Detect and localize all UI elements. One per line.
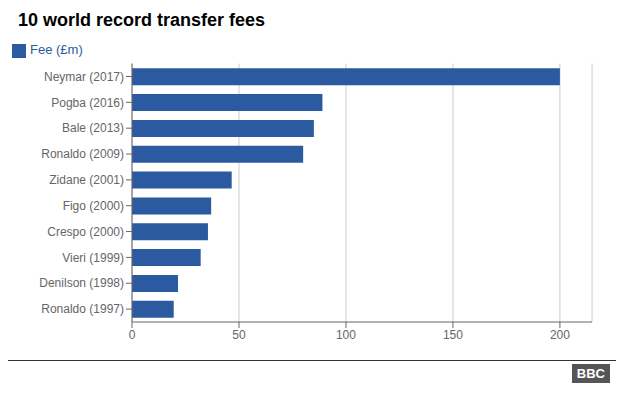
- html-text:Fee (£m): Fee (£m): [30, 42, 83, 57]
- svg-text:150: 150: [443, 328, 463, 342]
- svg-text:0: 0: [129, 328, 136, 342]
- svg-text:Ronaldo (1997): Ronaldo (1997): [41, 302, 124, 316]
- svg-text:Vieri (1999): Vieri (1999): [62, 251, 124, 265]
- svg-text:Ronaldo (2009): Ronaldo (2009): [41, 147, 124, 161]
- svg-text:Figo (2000): Figo (2000): [63, 199, 124, 213]
- svg-text:50: 50: [232, 328, 246, 342]
- html-text:10 world record transfer fees: 10 world record transfer fees: [18, 10, 266, 30]
- svg-text:200: 200: [550, 328, 570, 342]
- html-text:BBC: BBC: [576, 366, 605, 381]
- svg-text:Zidane (2001): Zidane (2001): [49, 173, 124, 187]
- svg-text:Pogba (2016): Pogba (2016): [51, 96, 124, 110]
- svg-text:Neymar (2017): Neymar (2017): [44, 70, 124, 84]
- svg-text:Crespo (2000): Crespo (2000): [47, 225, 124, 239]
- svg-text:Bale (2013): Bale (2013): [62, 121, 124, 135]
- svg-text:Denilson (1998): Denilson (1998): [39, 276, 124, 290]
- svg-text:100: 100: [336, 328, 356, 342]
